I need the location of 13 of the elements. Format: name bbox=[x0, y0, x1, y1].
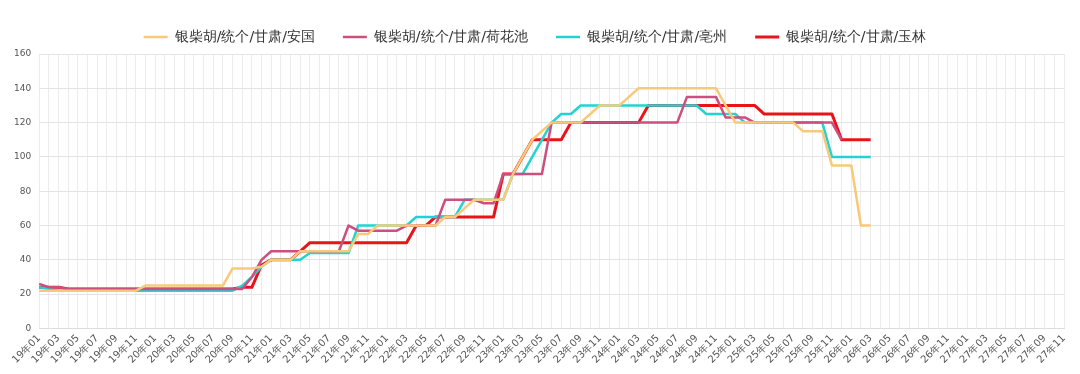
y-tick-label: 80 bbox=[19, 185, 32, 196]
y-tick-label: 140 bbox=[13, 82, 32, 93]
legend-label: 银柴胡/统个/甘肃/亳州 bbox=[586, 27, 728, 44]
legend-label: 银柴胡/统个/甘肃/安国 bbox=[173, 27, 315, 44]
y-tick-label: 0 bbox=[25, 322, 32, 333]
y-tick-label: 40 bbox=[19, 254, 32, 265]
legend-label: 银柴胡/统个/甘肃/荷花池 bbox=[372, 27, 529, 44]
y-tick-label: 120 bbox=[13, 116, 32, 127]
legend-label: 银柴胡/统个/甘肃/玉林 bbox=[785, 27, 927, 44]
y-tick-label: 20 bbox=[19, 288, 32, 299]
y-tick-label: 60 bbox=[19, 219, 32, 230]
y-tick-label: 160 bbox=[13, 48, 32, 59]
y-tick-label: 100 bbox=[13, 151, 32, 162]
